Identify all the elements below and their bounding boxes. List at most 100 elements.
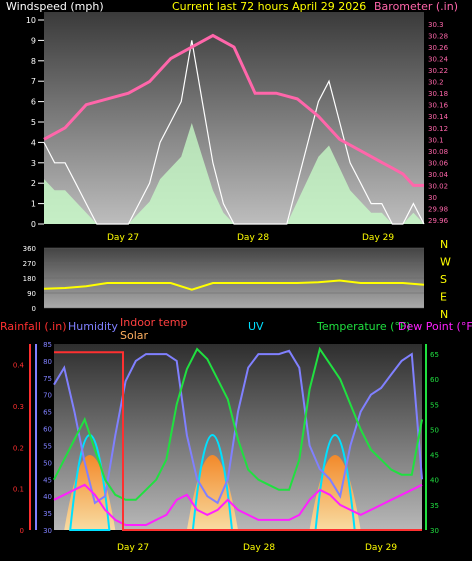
barometer-line (43, 33, 424, 187)
humidity-line (53, 349, 423, 505)
humidity-tick: 80 (43, 358, 52, 366)
temperature-tick: 50 (430, 426, 439, 434)
temperature-line (53, 346, 423, 501)
windspeed-tick: 3 (31, 159, 36, 168)
dewpoint-line (53, 483, 423, 526)
barometer-tick: 30.06 (428, 159, 449, 167)
humidity-tick: 70 (43, 392, 52, 400)
wind-direction-line (43, 279, 425, 291)
direction-tick: 90 (27, 290, 36, 298)
rain-tick: 0 (20, 527, 24, 535)
temperature-tick: 35 (430, 502, 439, 510)
temperature-tick: 60 (430, 376, 439, 384)
barometer-tick: 30.22 (428, 67, 448, 75)
windspeed-line (43, 40, 425, 225)
temperature-tick: 40 (430, 477, 439, 485)
rainfall-line (54, 351, 422, 531)
barometer-tick: 29.96 (428, 217, 449, 225)
temperature-tick: 65 (430, 351, 439, 359)
windspeed-tick: 2 (31, 179, 36, 188)
windspeed-tick: 8 (31, 57, 36, 66)
temperature-tick: 45 (430, 452, 439, 460)
humidity-tick: 40 (43, 493, 52, 501)
direction-tick: 270 (23, 260, 36, 268)
temperature-label: Temperature (°F) (316, 320, 411, 333)
compass-letter: N (440, 238, 448, 251)
barometer-tick: 30.08 (428, 148, 448, 156)
barometer-tick: 30.04 (428, 171, 449, 179)
panel1-day-label-3: Day 29 (362, 233, 394, 243)
humidity-tick: 60 (43, 426, 52, 434)
windspeed-series (43, 40, 425, 225)
barometer-tick: 30.2 (428, 79, 444, 87)
compass-letter: N (440, 308, 448, 321)
solar-label: Solar (120, 329, 149, 342)
wind-direction-ticks: 0 90 180 270 360 (23, 245, 424, 313)
indoor-temp-label: Indoor temp (120, 316, 187, 329)
windspeed-axis-label: Windspeed (mph) (6, 0, 104, 13)
barometer-tick: 30.28 (428, 33, 448, 41)
chart-title: Current last 72 hours April 29 2026 (172, 0, 366, 13)
panel1-background (44, 12, 424, 224)
panel3-axes: 0 0.1 0.2 0.3 0.4 30 35 40 45 50 55 60 65 70 75 80 85 30 3… (13, 341, 439, 535)
wind-direction-series (43, 279, 425, 291)
barometer-tick: 30.18 (428, 90, 448, 98)
barometer-tick: 30 (428, 194, 437, 202)
compass-letter: S (440, 273, 447, 286)
barometer-tick: 30.02 (428, 182, 448, 190)
barometer-tick: 30.3 (428, 21, 444, 29)
windspeed-tick: 7 (31, 77, 36, 86)
panel3-day-label-3: Day 29 (365, 543, 397, 553)
panel3-day-label-1: Day 27 (117, 543, 149, 553)
humidity-tick: 30 (43, 527, 52, 535)
panel3-day-label-2: Day 28 (243, 543, 275, 553)
barometer-tick: 30.24 (428, 56, 449, 64)
barometer-series (43, 33, 424, 187)
humidity-tick: 35 (43, 510, 52, 518)
barometer-tick: 30.16 (428, 102, 449, 110)
barometer-axis-label: Barometer (.in) (374, 0, 458, 13)
barometer-tick: 30.26 (428, 44, 449, 52)
uv-label: UV (248, 320, 264, 333)
windspeed-tick: 6 (31, 98, 36, 107)
windspeed-tick: 9 (31, 36, 36, 45)
humidity-tick: 65 (43, 409, 52, 417)
windspeed-tick: 5 (31, 118, 36, 127)
panel1-day-label-1: Day 27 (107, 233, 139, 243)
panel1-day-label-2: Day 28 (237, 233, 269, 243)
rain-tick: 0.3 (13, 403, 24, 411)
rain-tick: 0.2 (13, 444, 24, 452)
rain-tick: 0.4 (13, 362, 25, 370)
humidity-tick: 85 (43, 341, 52, 349)
barometer-tick: 30.12 (428, 125, 448, 133)
uv-area-2 (191, 434, 234, 531)
windspeed-tick: 4 (31, 138, 36, 147)
windspeed-tick: 0 (31, 220, 36, 229)
humidity-tick: 75 (43, 375, 52, 383)
compass-letter: E (440, 291, 447, 304)
temperature-tick: 30 (430, 527, 439, 535)
humidity-tick: 55 (43, 442, 52, 450)
humidity-tick: 45 (43, 476, 52, 484)
rain-tick: 0.1 (13, 486, 24, 494)
humidity-label: Humidity (68, 320, 118, 333)
temperature-tick: 55 (430, 401, 439, 409)
windspeed-tick: 1 (31, 200, 36, 209)
direction-tick: 0 (32, 305, 36, 313)
humidity-tick: 50 (43, 459, 52, 467)
panel3-series (53, 346, 423, 531)
barometer-ticks: 29.96 29.98 30 30.02 30.04 30.06 30.08 30.1 30.1… (428, 21, 449, 225)
dewpoint-label: Dew Point (°F) (398, 320, 472, 333)
barometer-tick: 30.14 (428, 113, 449, 121)
barometer-tick: 30.1 (428, 136, 444, 144)
rainfall-label: Rainfall (.in) (0, 320, 67, 333)
windspeed-tick: 10 (26, 16, 36, 25)
wind-average-area (44, 123, 424, 224)
barometer-tick: 29.98 (428, 205, 448, 213)
direction-tick: 180 (23, 275, 36, 283)
uv-area-3 (314, 434, 356, 531)
compass-letter: W (440, 256, 451, 269)
windspeed-ticks: 0 1 2 3 4 5 6 7 8 9 10 (26, 16, 44, 229)
